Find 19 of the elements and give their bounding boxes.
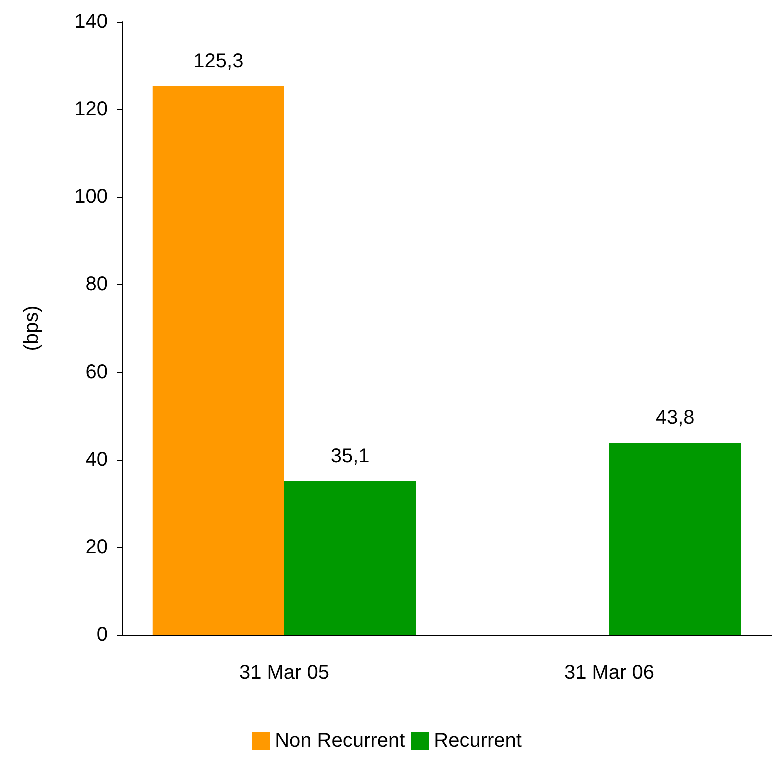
bar — [152, 86, 284, 635]
y-tick-label: 40 — [86, 448, 108, 471]
bar — [610, 443, 742, 635]
x-tick-label: 31 Mar 05 — [239, 662, 330, 684]
y-tick-label: 60 — [86, 361, 108, 384]
bar — [284, 481, 416, 635]
y-tick-label: 0 — [96, 624, 108, 646]
y-axis-title: (bps) — [21, 306, 43, 352]
data-label: 125,3 — [194, 50, 244, 72]
y-tick-label: 140 — [74, 11, 108, 33]
y-tick-label: 120 — [74, 98, 108, 121]
y-tick-label: 100 — [74, 186, 108, 208]
y-tick-label: 80 — [86, 274, 108, 296]
y-tick-label: 20 — [86, 536, 108, 558]
data-label: 35,1 — [330, 445, 370, 468]
x-tick-label: 31 Mar 06 — [564, 662, 655, 684]
legend-label: Recurrent — [434, 730, 522, 752]
data-label: 43,8 — [656, 407, 695, 430]
legend-label: Non Recurrent — [275, 730, 406, 752]
